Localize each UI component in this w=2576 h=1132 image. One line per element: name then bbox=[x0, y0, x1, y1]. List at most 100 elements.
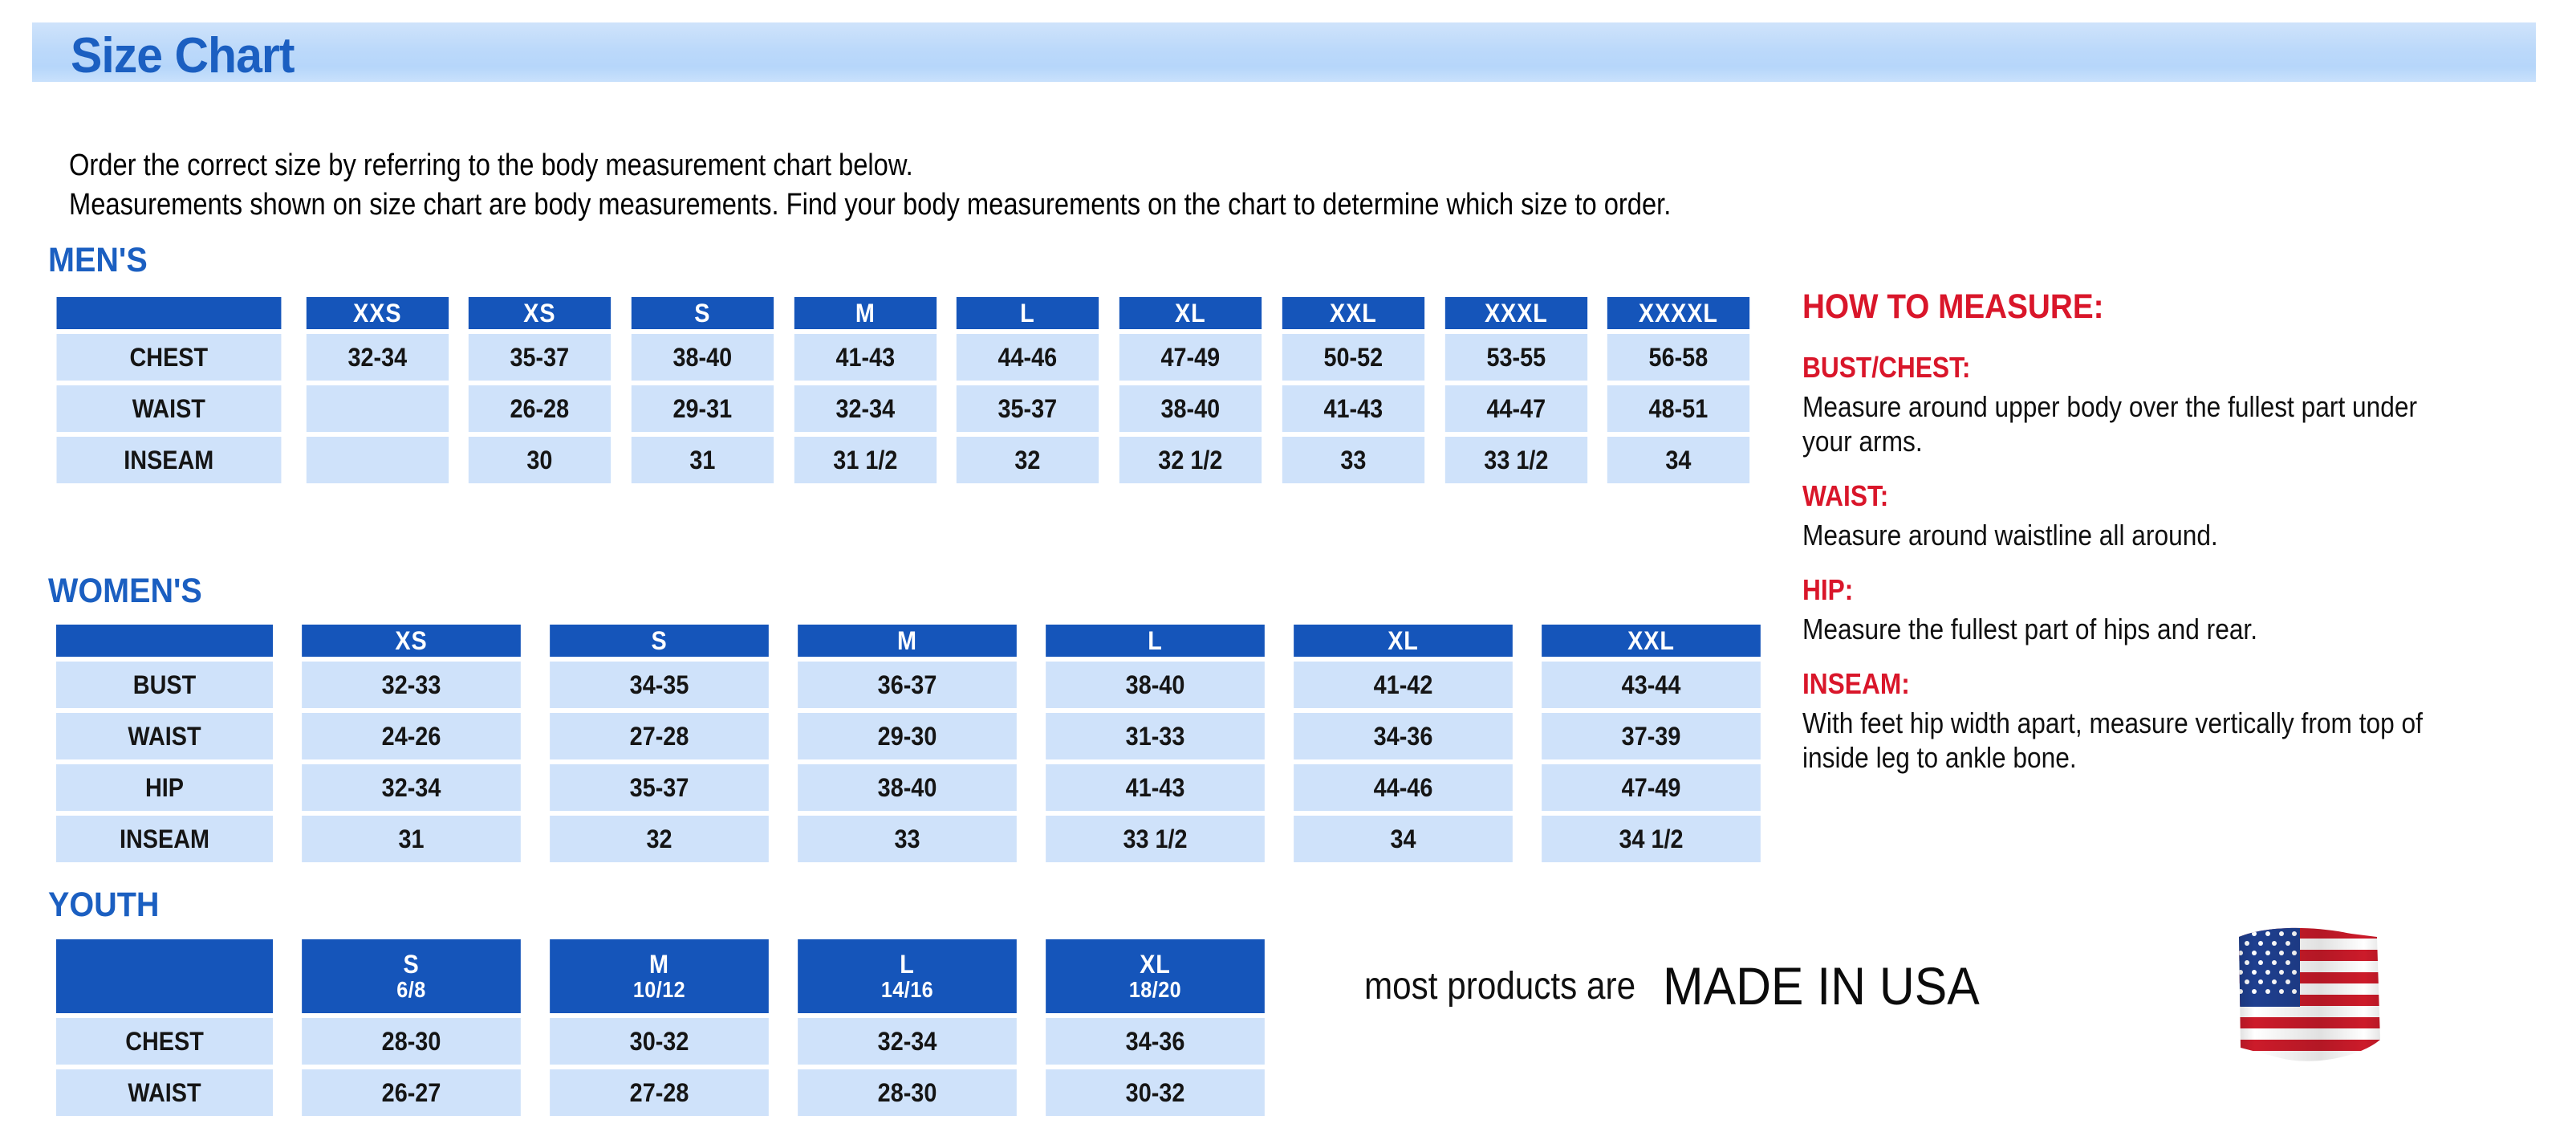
youth-column-header-size: XL bbox=[1140, 950, 1171, 979]
mens-corner-header bbox=[56, 297, 282, 329]
mens-cell bbox=[306, 385, 449, 432]
youth-cell: 34-36 bbox=[1046, 1018, 1265, 1065]
mens-section-caption: MEN'S bbox=[48, 241, 148, 279]
mens-cell: 33 1/2 bbox=[1444, 437, 1587, 483]
mens-cell: 47-49 bbox=[1119, 334, 1262, 381]
womens-cell: 36-37 bbox=[798, 662, 1017, 708]
mens-row-label: CHEST bbox=[56, 334, 282, 381]
mens-column-header-xxxl: XXXL bbox=[1444, 297, 1587, 329]
mens-cell: 32-34 bbox=[306, 334, 449, 381]
womens-size-table: XS S M L XL XXL BUST 32-33 34-35 36-37 38-40 41-42… bbox=[39, 620, 1778, 867]
womens-cell: 34-35 bbox=[550, 662, 769, 708]
mens-column-header-m: M bbox=[794, 297, 937, 329]
how-to-measure-heading: HIP: bbox=[1802, 573, 1854, 606]
womens-row-label: BUST bbox=[56, 662, 273, 708]
womens-cell: 32-34 bbox=[302, 764, 521, 811]
mens-cell: 38-40 bbox=[1119, 385, 1262, 432]
how-to-measure-heading: WAIST: bbox=[1802, 479, 1889, 512]
youth-cell: 30-32 bbox=[1046, 1069, 1265, 1116]
womens-column-header-xs: XS bbox=[302, 625, 521, 657]
mens-column-header-s: S bbox=[631, 297, 774, 329]
youth-column-header-m: M 10/12 bbox=[550, 939, 769, 1013]
mens-cell: 53-55 bbox=[1444, 334, 1587, 381]
youth-body: CHEST 28-30 30-32 32-34 34-36 WAIST 26-27 27-28… bbox=[44, 1018, 1277, 1116]
womens-cell: 34 bbox=[1294, 816, 1513, 862]
intro-line-1: Order the correct size by referring to t… bbox=[69, 149, 913, 182]
mens-cell: 48-51 bbox=[1607, 385, 1750, 432]
mens-cell: 31 bbox=[631, 437, 774, 483]
womens-body: BUST 32-33 34-35 36-37 38-40 41-42 43-44 WAIST 2… bbox=[44, 662, 1773, 862]
womens-cell: 37-39 bbox=[1542, 713, 1761, 759]
how-to-measure-heading: INSEAM: bbox=[1802, 667, 1910, 700]
youth-column-header-s: S 6/8 bbox=[302, 939, 521, 1013]
mens-column-header-xxl: XXL bbox=[1282, 297, 1424, 329]
usa-flag-icon bbox=[2239, 927, 2380, 1061]
page-title: Size Chart bbox=[71, 28, 295, 83]
womens-cell: 35-37 bbox=[550, 764, 769, 811]
mens-cell: 56-58 bbox=[1607, 334, 1750, 381]
youth-column-header-agerange: 10/12 bbox=[632, 977, 686, 1002]
youth-table-row: CHEST 28-30 30-32 32-34 34-36 bbox=[44, 1018, 1277, 1065]
mens-table-row: CHEST 32-34 35-37 38-40 41-43 44-46 47-49 50-52… bbox=[44, 334, 1757, 381]
womens-cell: 24-26 bbox=[302, 713, 521, 759]
how-to-measure-text: With feet hip width apart, measure verti… bbox=[1802, 706, 2423, 774]
mens-row-label: WAIST bbox=[56, 385, 282, 432]
womens-cell: 32-33 bbox=[302, 662, 521, 708]
womens-header-row: XS S M L XL XXL bbox=[44, 625, 1773, 657]
womens-column-header-s: S bbox=[550, 625, 769, 657]
womens-column-header-m: M bbox=[798, 625, 1017, 657]
mens-row-label: INSEAM bbox=[56, 437, 282, 483]
mens-cell: 38-40 bbox=[631, 334, 774, 381]
youth-column-header-l: L 14/16 bbox=[798, 939, 1017, 1013]
mens-cell: 35-37 bbox=[957, 385, 1099, 432]
mens-cell: 33 bbox=[1282, 437, 1424, 483]
womens-section-caption: WOMEN'S bbox=[48, 572, 202, 610]
youth-section-caption: YOUTH bbox=[48, 886, 160, 924]
youth-cell: 32-34 bbox=[798, 1018, 1017, 1065]
mens-cell bbox=[306, 437, 449, 483]
how-to-measure-heading: BUST/CHEST: bbox=[1802, 351, 1971, 384]
youth-cell: 27-28 bbox=[550, 1069, 769, 1116]
womens-row-label: HIP bbox=[56, 764, 273, 811]
intro-paragraph: Order the correct size by referring to t… bbox=[69, 146, 2181, 225]
mens-column-header-l: L bbox=[957, 297, 1099, 329]
womens-table-row: HIP 32-34 35-37 38-40 41-43 44-46 47-49 bbox=[44, 764, 1773, 811]
made-in-usa-emphasis: MADE IN USA bbox=[1663, 956, 1980, 1016]
mens-cell: 30 bbox=[469, 437, 611, 483]
mens-cell: 31 1/2 bbox=[794, 437, 937, 483]
womens-table-row: INSEAM 31 32 33 33 1/2 34 34 1/2 bbox=[44, 816, 1773, 862]
youth-column-header-xl: XL 18/20 bbox=[1046, 939, 1265, 1013]
womens-cell: 29-30 bbox=[798, 713, 1017, 759]
womens-cell: 32 bbox=[550, 816, 769, 862]
womens-column-header-l: L bbox=[1046, 625, 1265, 657]
mens-cell: 29-31 bbox=[631, 385, 774, 432]
mens-column-header-xl: XL bbox=[1119, 297, 1262, 329]
intro-line-2: Measurements shown on size chart are bod… bbox=[69, 188, 1672, 222]
how-to-measure-panel: HOW TO MEASURE: BUST/CHEST: Measure aroun… bbox=[1802, 287, 2565, 796]
youth-header-row: S 6/8 M 10/12 L 14/16 XL 18/20 bbox=[44, 939, 1277, 1013]
youth-column-header-agerange: 6/8 bbox=[396, 977, 426, 1002]
mens-column-header-xxxxl: XXXXL bbox=[1607, 297, 1750, 329]
womens-column-header-xl: XL bbox=[1294, 625, 1513, 657]
page-header-banner: Size Chart bbox=[32, 22, 2536, 83]
mens-size-table: XXS XS S M L XL XXL XXXL XXXXL CHEST 32-34 35-37 38… bbox=[39, 292, 1762, 488]
womens-cell: 31-33 bbox=[1046, 713, 1265, 759]
womens-table-row: BUST 32-33 34-35 36-37 38-40 41-42 43-44 bbox=[44, 662, 1773, 708]
womens-cell: 31 bbox=[302, 816, 521, 862]
made-in-usa-block: most products are MADE IN USA bbox=[1364, 955, 2007, 1016]
womens-cell: 38-40 bbox=[1046, 662, 1265, 708]
womens-cell: 41-43 bbox=[1046, 764, 1265, 811]
youth-table-row: WAIST 26-27 27-28 28-30 30-32 bbox=[44, 1069, 1277, 1116]
womens-cell: 47-49 bbox=[1542, 764, 1761, 811]
womens-column-header-xxl: XXL bbox=[1542, 625, 1761, 657]
womens-cell: 34-36 bbox=[1294, 713, 1513, 759]
youth-cell: 26-27 bbox=[302, 1069, 521, 1116]
youth-cell: 28-30 bbox=[798, 1069, 1017, 1116]
youth-column-header-size: M bbox=[649, 950, 669, 979]
mens-header-row: XXS XS S M L XL XXL XXXL XXXXL bbox=[44, 297, 1757, 329]
how-to-measure-text: Measure the fullest part of hips and rea… bbox=[1802, 613, 2258, 645]
mens-column-header-xxs: XXS bbox=[306, 297, 449, 329]
mens-cell: 44-47 bbox=[1444, 385, 1587, 432]
mens-column-header-xs: XS bbox=[469, 297, 611, 329]
mens-cell: 35-37 bbox=[469, 334, 611, 381]
